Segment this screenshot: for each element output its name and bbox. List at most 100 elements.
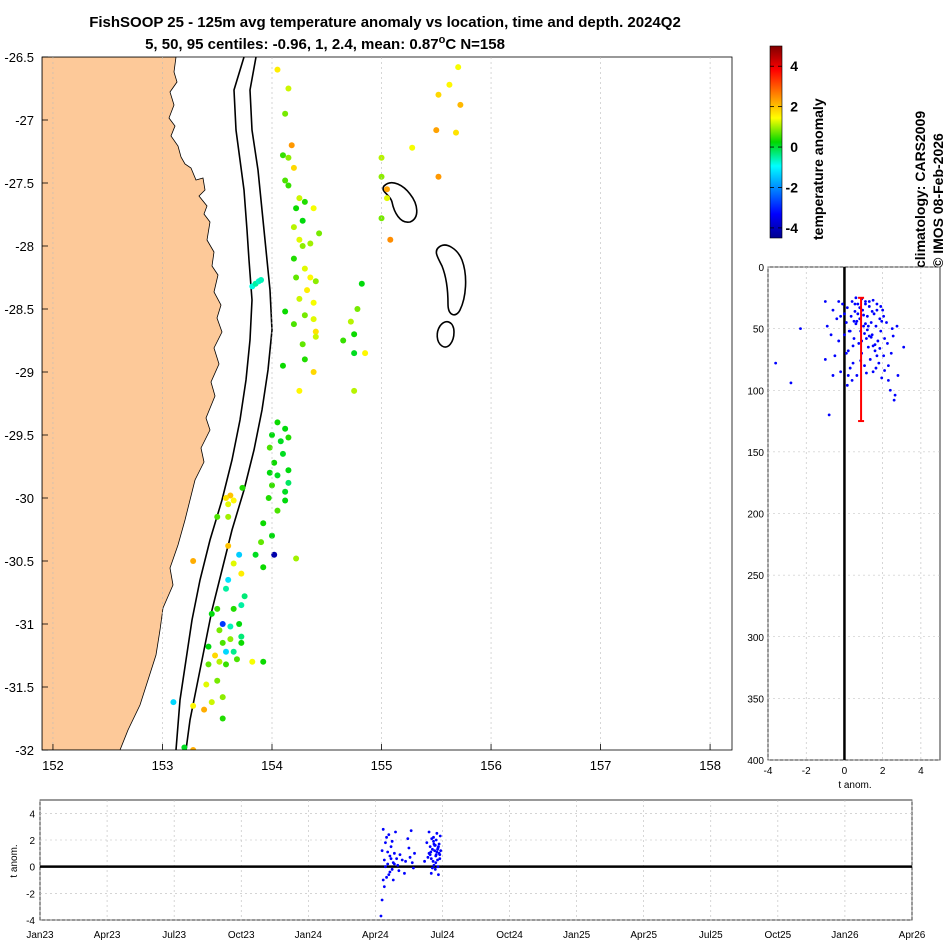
map-data-point xyxy=(223,661,229,668)
colorbar-gradient xyxy=(769,45,783,239)
map-data-point xyxy=(230,560,237,567)
map-data-point xyxy=(227,636,234,643)
depth-data-point xyxy=(879,329,883,333)
depth-xtick-label: -4 xyxy=(764,766,773,777)
map-data-point xyxy=(290,321,297,328)
depth-data-point xyxy=(854,322,858,326)
map-xtick-label: 158 xyxy=(699,758,721,773)
depth-ytick-label: 150 xyxy=(747,448,764,459)
depth-data-point xyxy=(847,329,851,333)
map-data-point xyxy=(301,356,308,363)
map-data-point xyxy=(310,316,317,323)
map-data-point xyxy=(205,643,212,650)
map-data-point xyxy=(293,205,300,212)
depth-ytick-label: 50 xyxy=(753,325,765,336)
map-data-point xyxy=(269,432,275,438)
depth-data-point xyxy=(843,333,846,337)
map-data-point xyxy=(279,450,286,457)
map-data-point xyxy=(282,488,289,495)
map-data-point xyxy=(310,299,317,306)
map-data-point xyxy=(271,551,278,558)
time-data-point xyxy=(423,859,426,863)
time-data-point xyxy=(382,885,386,889)
map-ytick-label: -29.5 xyxy=(4,428,34,443)
map-data-point xyxy=(354,306,361,312)
colorbar-tick-label: -4 xyxy=(786,220,799,236)
depth-ytick-label: 300 xyxy=(747,633,764,644)
depth-data-point xyxy=(871,370,875,374)
map-data-point xyxy=(282,497,289,504)
map-data-point xyxy=(269,532,275,539)
time-xtick-label: Jan24 xyxy=(295,930,323,941)
depth-data-point xyxy=(844,321,848,324)
map-data-point xyxy=(223,495,229,501)
time-xtick-label: Oct23 xyxy=(228,930,255,941)
map-data-point xyxy=(258,277,265,284)
time-data-point xyxy=(436,865,440,869)
depth-data-point xyxy=(891,334,895,338)
map-data-point xyxy=(285,467,292,474)
time-data-point xyxy=(390,839,394,843)
time-data-point xyxy=(428,845,432,849)
time-data-point xyxy=(427,830,431,834)
map-xtick-label: 152 xyxy=(42,758,64,773)
time-data-point xyxy=(432,863,436,867)
map-data-point xyxy=(362,350,369,357)
depth-data-point xyxy=(887,364,890,367)
map-data-point xyxy=(290,224,297,231)
time-data-point xyxy=(437,851,441,855)
map-ytick-label: -28.5 xyxy=(4,302,34,317)
depth-data-point xyxy=(880,376,884,380)
time-xtick-label: Apr26 xyxy=(899,930,926,941)
time-data-point xyxy=(434,861,438,865)
map-data-point xyxy=(238,570,245,577)
depth-data-point xyxy=(874,366,878,370)
time-data-point xyxy=(395,857,399,861)
map-data-point xyxy=(219,715,226,722)
depth-data-point xyxy=(843,312,846,316)
depth-xtick-label: 2 xyxy=(880,766,886,777)
map-data-point xyxy=(219,694,226,701)
copyright-label: © IMOS 08-Feb-2026 xyxy=(930,133,946,268)
map-data-point xyxy=(238,602,245,609)
depth-data-point xyxy=(833,354,837,358)
land-area xyxy=(42,57,223,750)
depth-data-point xyxy=(892,398,896,402)
time-xtick-label: Jul24 xyxy=(431,930,455,941)
depth-data-point xyxy=(851,361,855,365)
map-data-point xyxy=(223,585,229,592)
map-xtick-label: 157 xyxy=(590,758,612,773)
time-ytick-label: 4 xyxy=(29,809,35,820)
time-data-point xyxy=(394,830,397,834)
map-data-point xyxy=(227,492,234,499)
time-data-point xyxy=(384,841,387,845)
depth-data-point xyxy=(827,413,831,417)
depth-data-point xyxy=(865,328,869,332)
time-xtick-label: Jul23 xyxy=(162,930,186,941)
map-xtick-label: 155 xyxy=(371,758,393,773)
depth-data-point xyxy=(890,327,894,331)
depth-data-point xyxy=(875,354,879,358)
depth-data-point xyxy=(844,351,848,355)
title-line2: 5, 50, 95 centiles: -0.96, 1, 2.4, mean:… xyxy=(145,34,505,53)
depth-data-point xyxy=(841,302,844,306)
depth-data-point xyxy=(888,388,892,392)
map-ytick-label: -32 xyxy=(15,743,34,758)
depth-data-point xyxy=(877,361,881,365)
time-data-point xyxy=(398,853,402,857)
depth-data-point xyxy=(864,302,867,306)
time-ytick-labels: -4 -2 0 2 4 xyxy=(26,809,35,927)
map-data-point xyxy=(293,274,300,281)
time-data-point xyxy=(437,845,440,849)
time-data-point xyxy=(379,914,383,918)
map-data-point xyxy=(301,312,308,319)
depth-data-point xyxy=(855,319,859,323)
map-data-point xyxy=(266,469,273,476)
depth-data-point xyxy=(823,300,827,303)
depth-data-point xyxy=(866,345,870,349)
depth-data-point xyxy=(878,317,882,321)
time-data-point xyxy=(438,857,442,861)
map-data-point xyxy=(282,425,289,432)
time-data-point xyxy=(439,849,443,853)
map-data-point xyxy=(279,152,286,159)
